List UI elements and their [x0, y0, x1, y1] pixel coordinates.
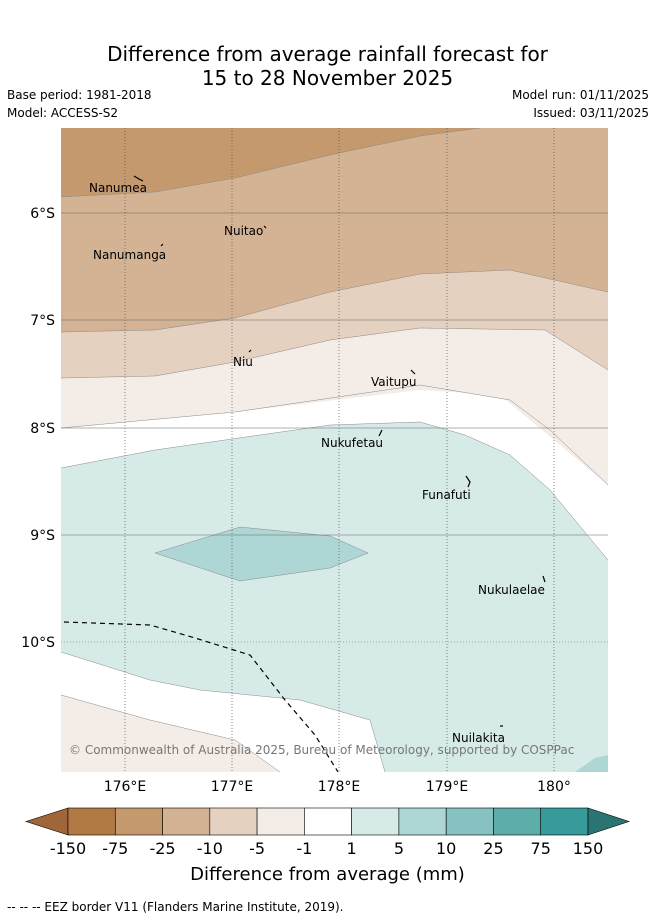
- colorbar-tick-label: -5: [249, 839, 266, 858]
- lat-label-6s: 6°S: [30, 206, 55, 222]
- colorbar-segment: [351, 807, 400, 836]
- colorbar-segment: [304, 807, 352, 836]
- colorbar-tick-label: 1: [346, 839, 357, 858]
- lat-label-10s: 10°S: [21, 635, 55, 651]
- colorbar-segment: [67, 807, 116, 836]
- colorbar-segment: [162, 807, 211, 836]
- colorbar-segment: [209, 807, 258, 836]
- issued-label: Issued: 03/11/2025: [533, 106, 649, 120]
- island-label-niu: Niu: [233, 355, 253, 369]
- lon-label-180: 180°: [537, 779, 571, 795]
- lat-label-8s: 8°S: [30, 421, 55, 437]
- eez-border: [63, 621, 339, 772]
- band-neg5-neg1-lower: [61, 695, 280, 772]
- colorbar-tick-label: -1: [296, 839, 313, 858]
- colorbar-tick-label: -25: [149, 839, 176, 858]
- lon-label-178e: 178°E: [318, 779, 361, 795]
- model-label: Model: ACCESS-S2: [7, 106, 119, 120]
- copyright-notice: © Commonwealth of Australia 2025, Bureau…: [69, 743, 574, 757]
- eez-legend-footer: -- -- -- EEZ border V11 (Flanders Marine…: [7, 900, 344, 914]
- island-label-vaitupu: Vaitupu: [371, 375, 417, 389]
- colorbar: [25, 807, 630, 836]
- colorbar-arrow-low: [25, 807, 69, 836]
- colorbar-tick-label: 150: [572, 839, 604, 858]
- island-label-nuilakita: Nuilakita: [452, 731, 505, 745]
- colorbar-segment: [256, 807, 305, 836]
- base-period-label: Base period: 1981-2018: [7, 88, 152, 102]
- colorbar-tick-label: -10: [196, 839, 223, 858]
- colorbar-segment: [445, 807, 494, 836]
- lat-label-7s: 7°S: [30, 313, 55, 329]
- map-fill-layer: [61, 128, 608, 772]
- band-pos1-pos5: [61, 422, 608, 772]
- lat-label-9s: 9°S: [30, 528, 55, 544]
- colorbar-segment: [540, 807, 589, 836]
- island-shapes: [133, 175, 546, 727]
- lon-label-177e: 177°E: [211, 779, 254, 795]
- map-title-line2: 15 to 28 November 2025: [201, 66, 454, 90]
- colorbar-title: Difference from average (mm): [190, 864, 465, 885]
- colorbar-tick-label: -150: [49, 839, 87, 858]
- island-label-nuitao: Nuitao: [224, 224, 263, 238]
- island-label-nanumea: Nanumea: [89, 181, 147, 195]
- island-label-nukulaelae: Nukulaelae: [478, 583, 545, 597]
- band-pos5-pos10: [155, 527, 368, 581]
- colorbar-segment: [398, 807, 447, 836]
- map-title-line1: Difference from average rainfall forecas…: [107, 42, 548, 66]
- colorbar-segment: [493, 807, 542, 836]
- lon-label-179e: 179°E: [426, 779, 469, 795]
- island-label-nukufetau: Nukufetau: [321, 436, 383, 450]
- model-run-label: Model run: 01/11/2025: [511, 88, 649, 102]
- colorbar-tick-label: 25: [483, 839, 504, 858]
- colorbar-tick-label: -75: [102, 839, 129, 858]
- colorbar-tick-label: 75: [530, 839, 551, 858]
- island-label-funafuti: Funafuti: [422, 488, 471, 502]
- island-label-nanumanga: Nanumanga: [93, 248, 166, 262]
- colorbar-tick-label: 10: [435, 839, 457, 858]
- band-pos5-pos10-corner: [575, 755, 608, 772]
- colorbar-tick-label: 5: [393, 839, 404, 858]
- colorbar-arrow-high: [587, 807, 630, 836]
- lon-label-176e: 176°E: [104, 779, 147, 795]
- colorbar-segment: [114, 807, 163, 836]
